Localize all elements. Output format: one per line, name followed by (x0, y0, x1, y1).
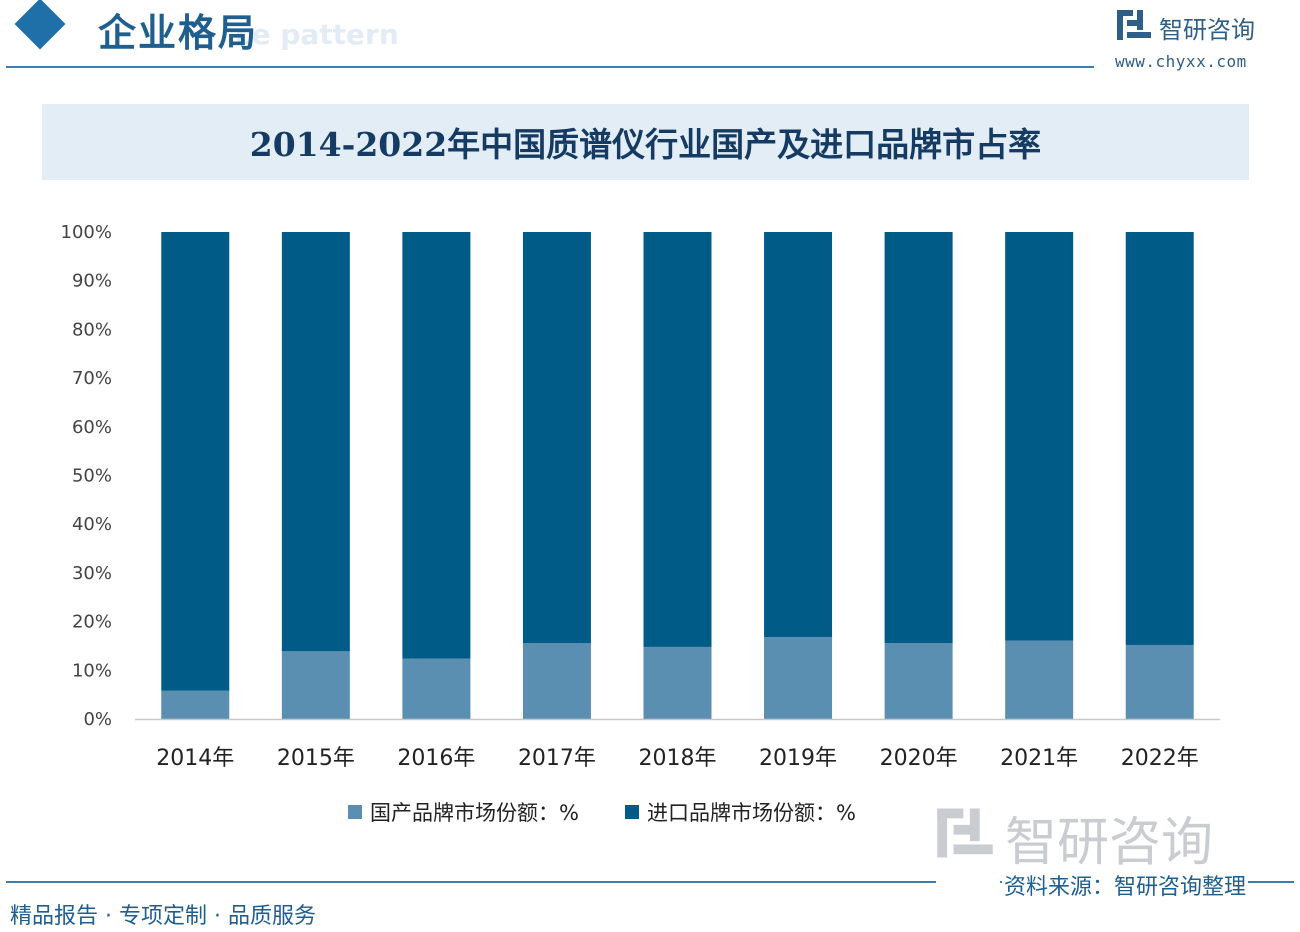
legend-label-domestic: 国产品牌市场份额：% (370, 801, 579, 825)
y-tick-label: 10% (72, 660, 112, 681)
legend-swatch-domestic (348, 805, 362, 819)
chart-title: 2014-2022年中国质谱仪行业国产及进口品牌市占率 (249, 125, 1042, 164)
bar-imported (1005, 232, 1074, 641)
y-tick-label: 20% (72, 612, 112, 633)
chart-legend: 国产品牌市场份额：% 进口品牌市场份额：% (348, 797, 902, 827)
x-tick-label: 2017年 (518, 746, 596, 771)
bar-domestic (764, 637, 833, 719)
y-tick-label: 90% (72, 271, 112, 292)
x-tick-label: 2014年 (156, 746, 234, 771)
bar-imported (643, 232, 712, 647)
legend-item-domestic: 国产品牌市场份额：% (348, 797, 579, 827)
header-divider (6, 66, 1094, 68)
bar-imported (522, 232, 591, 644)
brand-logo-icon (1117, 10, 1151, 40)
y-tick-label: 50% (72, 466, 112, 487)
x-tick-label: 2020年 (880, 746, 958, 771)
bar-imported (764, 232, 833, 638)
x-tick-label: 2018年 (639, 746, 717, 771)
header: ce pattern 企业格局 智研咨询 www.chyxx.com (0, 0, 1300, 80)
footer-slogan: 精品报告 · 专项定制 · 品质服务 (10, 904, 316, 929)
x-tick-label: 2022年 (1121, 746, 1199, 771)
brand-name: 智研咨询 (1159, 16, 1255, 44)
bar-imported (402, 232, 471, 659)
legend-label-imported: 进口品牌市场份额：% (646, 801, 856, 825)
source-note: 资料来源：智研咨询整理 (1002, 869, 1249, 901)
y-tick-label: 100% (61, 222, 112, 243)
bar-domestic (643, 646, 712, 719)
watermark-text: 智研咨询 (1005, 813, 1214, 873)
section-title: 企业格局 (98, 11, 259, 55)
legend-swatch-imported (624, 805, 639, 819)
bar-domestic (281, 651, 350, 719)
bar-domestic (1005, 640, 1074, 719)
bar-imported (281, 232, 350, 652)
bar-domestic (1125, 644, 1194, 719)
x-tick-label: 2016年 (397, 746, 475, 771)
x-tick-label: 2015年 (277, 746, 355, 771)
bar-imported (161, 232, 230, 691)
y-tick-label: 0% (83, 709, 112, 730)
bar-imported (884, 232, 953, 644)
bar-domestic (522, 643, 591, 719)
x-tick-label: 2021年 (1000, 746, 1078, 771)
bar-domestic (402, 658, 471, 719)
stacked-bar-chart: 0% 10% 20% 30% 40% 50% 60% 70% 80% 90% 100% 2014年 20… (61, 222, 1220, 771)
brand-url: www.chyxx.com (1115, 52, 1247, 71)
watermark-logo-icon (937, 808, 993, 858)
y-tick-label: 70% (72, 368, 112, 389)
footer-divider-left (6, 881, 936, 883)
brand: 智研咨询 www.chyxx.com (1115, 6, 1295, 76)
y-tick-label: 80% (72, 319, 112, 340)
x-tick-label: 2019年 (759, 746, 837, 771)
chart-title-band: 2014-2022年中国质谱仪行业国产及进口品牌市占率 (42, 104, 1249, 180)
y-tick-label: 40% (72, 514, 112, 535)
legend-item-imported: 进口品牌市场份额：% (624, 797, 856, 827)
bar-domestic (161, 690, 230, 719)
y-tick-label: 60% (72, 417, 112, 438)
bar-domestic (884, 643, 953, 719)
bar-imported (1125, 232, 1194, 645)
y-tick-label: 30% (72, 563, 112, 584)
